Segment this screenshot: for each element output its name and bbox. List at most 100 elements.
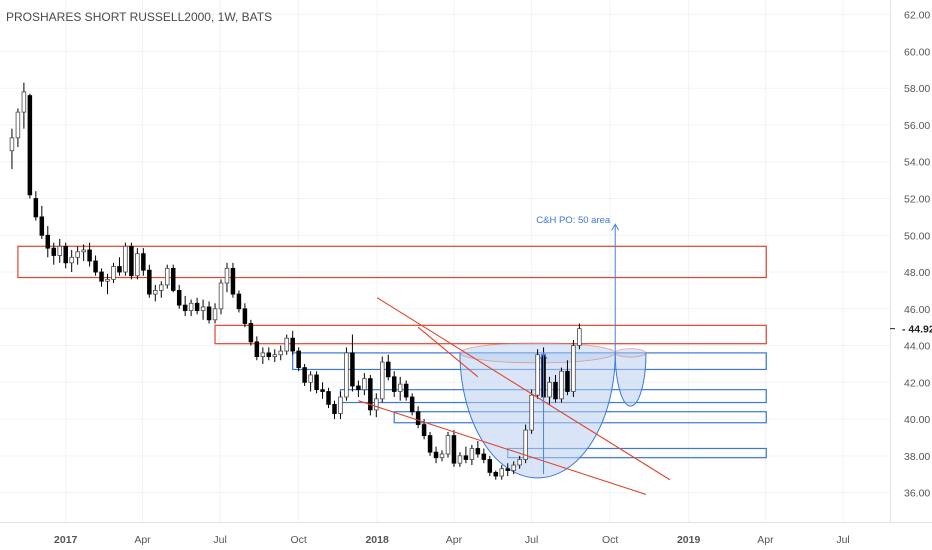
candle-body-14 <box>93 260 98 273</box>
candle-body-22 <box>141 253 146 271</box>
candle-body-27 <box>170 267 176 291</box>
candle-body-90 <box>547 381 552 398</box>
time-tick-label-1: Apr <box>134 534 151 546</box>
candle-body-55 <box>338 396 343 414</box>
candle-body-58 <box>356 385 361 391</box>
price-tick-label-7: 50.00 <box>904 230 930 242</box>
candle-body-31 <box>194 302 200 312</box>
candle-body-15 <box>99 271 104 282</box>
candle-body-92 <box>559 370 564 400</box>
candle-body-30 <box>188 302 194 312</box>
trend-line-0 <box>376 297 671 481</box>
last-price-marker: - 44.92 <box>890 324 932 336</box>
candle-body-2 <box>21 91 27 113</box>
price-tick-label-13: 62.00 <box>904 10 930 22</box>
candle-body-88 <box>535 354 540 396</box>
chart-title: PROSHARES SHORT RUSSELL2000, 1W, BATS <box>6 10 272 24</box>
candle-body-29 <box>182 304 188 312</box>
price-tick-label-12: 60.00 <box>904 46 930 58</box>
candle-body-20 <box>129 245 134 277</box>
candle-body-43 <box>266 352 272 357</box>
candle-body-86 <box>523 429 528 460</box>
candle-body-21 <box>135 253 140 277</box>
price-tick-label-4: 44.00 <box>904 341 930 353</box>
candle-body-0 <box>9 137 15 152</box>
candle-body-3 <box>27 95 33 196</box>
candle-body-9 <box>63 245 68 264</box>
candle-body-19 <box>123 245 128 273</box>
candle-body-33 <box>206 306 212 321</box>
candle-body-80 <box>487 459 493 473</box>
candle-body-69 <box>421 424 427 437</box>
candle-body-25 <box>159 284 164 291</box>
time-tick-label-3: Oct <box>290 534 306 546</box>
candle-body-77 <box>469 448 475 460</box>
time-tick-label-9: Apr <box>757 534 774 546</box>
candle-body-81 <box>493 471 499 477</box>
candle-body-23 <box>147 269 152 295</box>
resistance-zone-1 <box>214 324 767 345</box>
candle-body-63 <box>386 361 391 378</box>
cup-depth-arrow-head <box>539 351 548 360</box>
price-tick-label-8: 52.00 <box>904 194 930 206</box>
candle-body-93 <box>565 370 570 392</box>
candles <box>9 82 582 480</box>
price-tick-label-10: 56.00 <box>904 120 930 132</box>
candle-body-85 <box>517 459 522 466</box>
candle-body-12 <box>81 249 86 253</box>
candle-body-51 <box>314 374 319 391</box>
time-axis[interactable]: 2017 Apr Jul Oct 2018 Apr Jul Oct 2019 Apr Jul <box>54 534 850 546</box>
candle-body-73 <box>445 435 451 455</box>
candle-body-76 <box>463 455 469 460</box>
candle-body-82 <box>499 468 504 477</box>
candle-body-35 <box>218 282 224 310</box>
candle-body-32 <box>200 306 206 312</box>
candle-body-94 <box>571 345 576 392</box>
candle-body-17 <box>111 266 116 280</box>
candle-body-36 <box>224 267 230 284</box>
time-tick-label-2: Jul <box>213 534 226 546</box>
price-tick-label-0: 36.00 <box>904 488 930 500</box>
price-tick-label-11: 58.00 <box>904 83 930 95</box>
candle-body-65 <box>397 383 403 392</box>
candle-body-54 <box>332 403 337 414</box>
candle-body-5 <box>39 216 45 236</box>
projection-label: C&H PO: 50 area <box>536 215 611 226</box>
candle-body-11 <box>75 251 80 258</box>
candle-body-49 <box>302 367 307 383</box>
candle-body-62 <box>380 361 385 400</box>
candle-body-91 <box>553 381 558 400</box>
price-tick-label-3: 42.00 <box>904 377 930 389</box>
candle-body-59 <box>362 378 367 391</box>
candle-body-7 <box>51 247 57 256</box>
grid <box>0 0 890 522</box>
candle-body-34 <box>212 308 218 321</box>
candle-body-8 <box>57 245 62 256</box>
candle-body-57 <box>350 352 355 387</box>
candle-body-72 <box>439 453 445 459</box>
price-tick-label-5: 46.00 <box>904 304 930 316</box>
candle-body-4 <box>33 198 39 218</box>
candle-body-37 <box>230 267 236 295</box>
candle-body-24 <box>153 290 158 295</box>
time-tick-label-10: Jul <box>836 534 849 546</box>
candle-body-79 <box>481 453 487 460</box>
projection-arrow-head <box>611 223 620 231</box>
price-tick-label-9: 54.00 <box>904 157 930 169</box>
candle-body-68 <box>415 411 421 425</box>
candle-body-66 <box>403 383 409 398</box>
price-tick-label-6: 48.00 <box>904 267 930 279</box>
time-tick-label-4: 2018 <box>365 534 389 546</box>
time-tick-label-0: 2017 <box>54 534 78 546</box>
candle-body-10 <box>69 256 74 264</box>
candle-body-39 <box>242 308 248 324</box>
candle-body-71 <box>433 451 439 459</box>
candle-body-64 <box>391 376 397 392</box>
candle-body-16 <box>105 278 110 282</box>
resistance-zone-0 <box>17 245 767 279</box>
candle-body-61 <box>374 398 379 411</box>
price-axis[interactable]: 36.00 38.00 40.00 42.00 44.00 46.00 48.00 50.00… <box>904 10 930 500</box>
candle-body-87 <box>529 394 534 431</box>
